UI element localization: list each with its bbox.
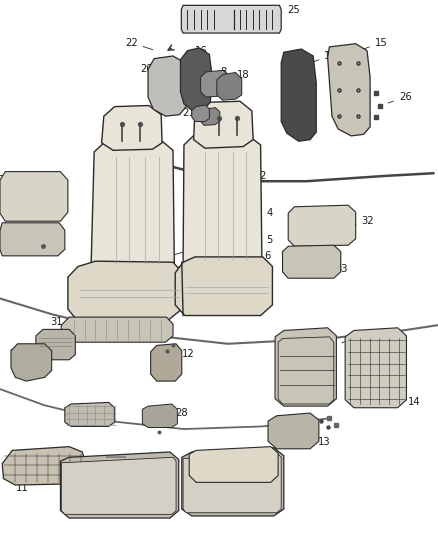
Polygon shape [175,257,272,316]
Text: 4: 4 [241,208,272,221]
Polygon shape [0,223,65,256]
Text: 2: 2 [235,171,266,183]
Polygon shape [194,101,253,148]
Polygon shape [183,133,262,273]
Polygon shape [61,317,173,342]
Text: 9: 9 [82,486,111,500]
Text: 28: 28 [167,408,188,420]
Polygon shape [148,56,188,116]
Text: 23: 23 [342,331,365,343]
Polygon shape [288,205,356,246]
Polygon shape [268,413,319,449]
Text: 1: 1 [235,152,261,164]
Polygon shape [61,457,176,514]
Text: 21: 21 [182,108,201,119]
Text: 5: 5 [239,235,272,247]
Polygon shape [182,448,284,516]
Polygon shape [192,105,209,122]
Polygon shape [200,108,220,125]
Text: 22: 22 [125,38,153,50]
Text: 16: 16 [191,46,208,59]
Polygon shape [60,452,179,518]
Polygon shape [281,49,316,141]
Text: 19: 19 [219,111,241,122]
Text: 31: 31 [51,318,83,330]
Text: 3: 3 [230,190,261,202]
Text: 6: 6 [235,251,270,261]
Polygon shape [275,328,336,406]
Polygon shape [283,245,341,278]
Text: 10: 10 [237,481,269,495]
Polygon shape [2,447,85,485]
Polygon shape [11,344,52,381]
Polygon shape [328,44,370,136]
Text: 20: 20 [141,64,168,76]
Polygon shape [189,447,278,482]
Text: 27: 27 [64,408,92,420]
Text: 1: 1 [133,147,157,159]
Polygon shape [180,48,212,111]
Text: 29: 29 [9,350,39,361]
Text: 14: 14 [399,395,420,407]
Text: 17: 17 [309,51,337,63]
Text: 30: 30 [35,336,65,348]
Polygon shape [181,5,281,33]
Text: 33: 33 [318,262,348,274]
Polygon shape [91,138,174,277]
Polygon shape [201,70,229,97]
Polygon shape [0,172,68,221]
Text: 32: 32 [0,175,28,188]
Text: 4: 4 [104,208,133,221]
Polygon shape [68,261,182,320]
Polygon shape [65,402,115,426]
Text: 32: 32 [344,216,374,228]
Text: 3: 3 [111,182,142,194]
Polygon shape [151,344,182,381]
Text: 18: 18 [230,70,249,82]
Text: 11: 11 [15,478,46,492]
Text: 13: 13 [300,435,330,447]
Text: 6: 6 [173,257,200,269]
Text: 25: 25 [276,5,300,14]
Polygon shape [142,404,177,427]
Polygon shape [217,72,242,100]
Text: 24: 24 [184,5,208,14]
Text: 8: 8 [215,67,226,77]
Text: 5: 5 [173,243,200,255]
Polygon shape [345,328,406,408]
Text: 2: 2 [120,163,148,175]
Text: 26: 26 [388,92,412,103]
Text: 15: 15 [362,38,388,50]
Polygon shape [36,329,75,360]
Text: 12: 12 [176,350,195,361]
Polygon shape [102,106,162,150]
Text: 33: 33 [0,225,26,238]
Polygon shape [183,454,281,513]
